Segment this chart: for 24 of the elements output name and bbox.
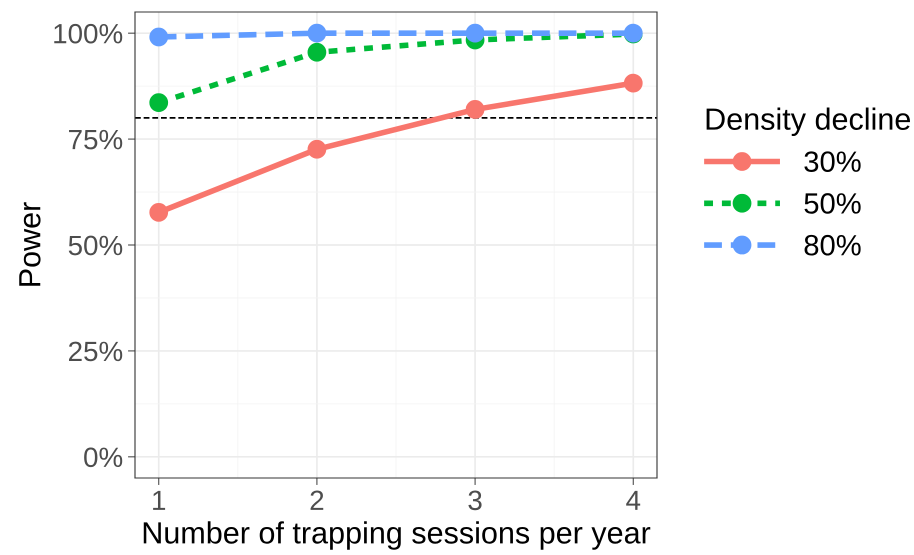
point xyxy=(466,24,484,43)
y-tick-label: 0% xyxy=(84,447,122,468)
y-tick-label: 25% xyxy=(68,342,122,362)
x-axis-title: Number of trapping sessions per year xyxy=(144,521,650,550)
x-tick-label: 3 xyxy=(468,490,482,510)
point xyxy=(149,28,168,46)
point xyxy=(149,203,168,222)
legend-label: 80% xyxy=(804,234,861,256)
point xyxy=(308,24,326,43)
point xyxy=(308,140,326,159)
x-tick-label: 4 xyxy=(626,490,640,510)
point xyxy=(624,74,643,93)
y-tick-label: 100% xyxy=(54,24,122,44)
legend-label: 50% xyxy=(804,193,861,214)
legend-label: 30% xyxy=(804,151,861,172)
point xyxy=(149,93,168,112)
y-tick-label: 75% xyxy=(69,130,122,150)
legend-title: Density decline xyxy=(706,108,910,136)
point xyxy=(308,42,326,62)
y-tick-label: 50% xyxy=(68,236,122,256)
x-tick-label: 1 xyxy=(153,490,166,510)
point xyxy=(466,100,484,119)
x-tick-label: 2 xyxy=(310,490,324,510)
y-axis-title: Power xyxy=(19,202,41,286)
